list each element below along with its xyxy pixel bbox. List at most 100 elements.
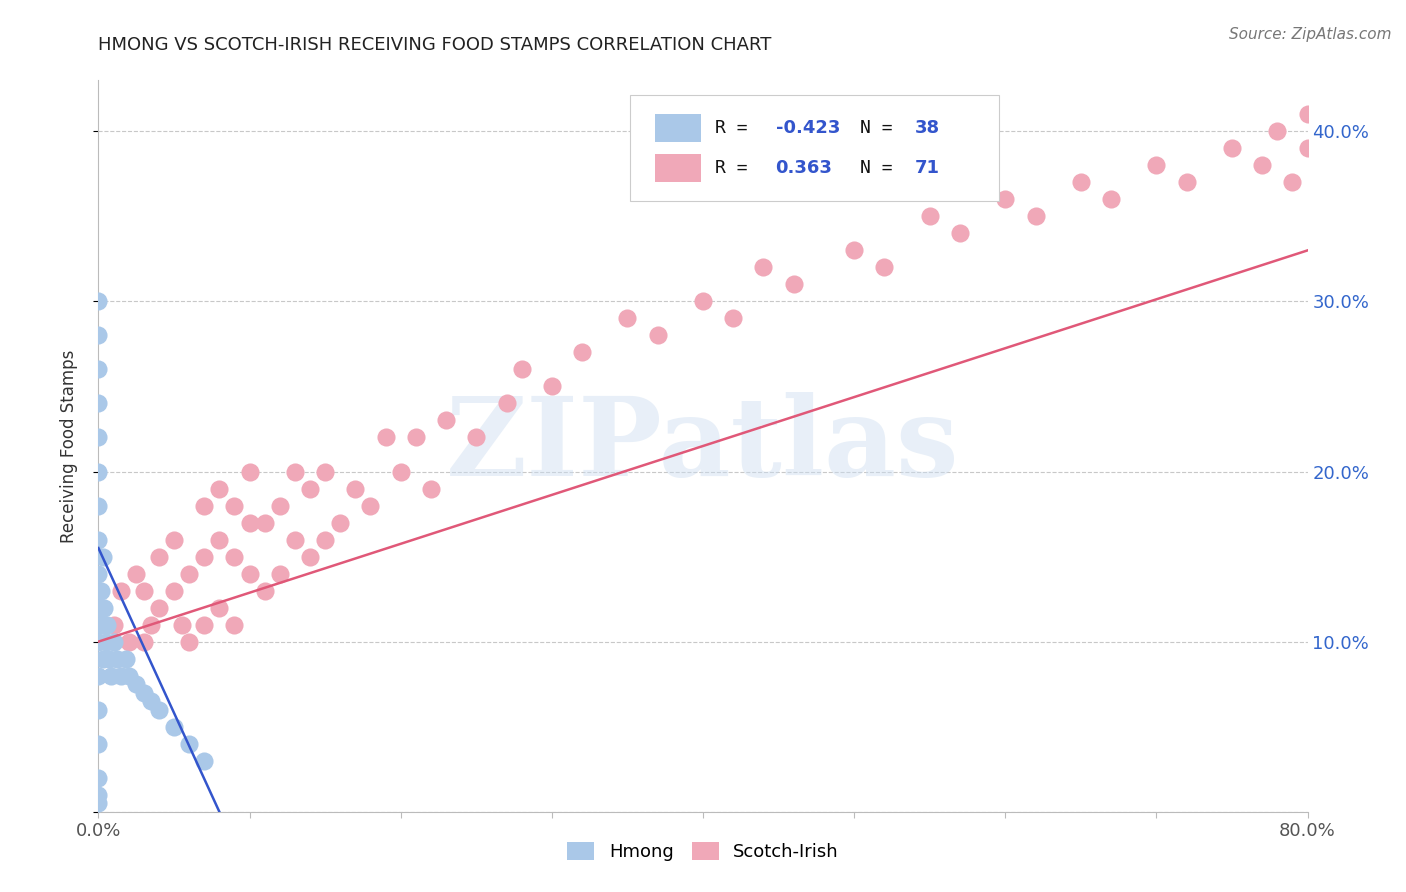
Point xyxy=(125,566,148,581)
Point xyxy=(110,583,132,598)
Point xyxy=(87,396,110,410)
Point xyxy=(299,549,322,564)
Point xyxy=(87,788,110,802)
Point xyxy=(148,549,170,564)
Point xyxy=(1024,210,1046,224)
Point xyxy=(103,617,125,632)
Point xyxy=(1296,141,1319,155)
Point xyxy=(269,566,291,581)
Point xyxy=(93,600,115,615)
Point xyxy=(87,499,110,513)
Point xyxy=(163,533,186,547)
Point xyxy=(284,533,307,547)
Point xyxy=(253,516,276,530)
Point xyxy=(87,771,110,785)
Point xyxy=(918,210,941,224)
Bar xyxy=(655,154,700,182)
Point xyxy=(571,345,593,359)
Point xyxy=(616,311,638,326)
Point xyxy=(949,227,972,241)
Point xyxy=(208,482,231,496)
Point xyxy=(148,703,170,717)
Point xyxy=(118,668,141,682)
Point xyxy=(329,516,352,530)
Point xyxy=(100,668,122,682)
Point xyxy=(844,244,866,258)
Text: -0.423: -0.423 xyxy=(776,119,839,136)
Point xyxy=(299,482,322,496)
Point xyxy=(87,328,110,343)
Point xyxy=(239,516,262,530)
Text: ZIPatlas: ZIPatlas xyxy=(446,392,960,500)
Point xyxy=(98,651,121,665)
Point xyxy=(269,499,291,513)
FancyBboxPatch shape xyxy=(630,95,1000,201)
Point xyxy=(224,499,246,513)
Point xyxy=(193,549,215,564)
Point xyxy=(1267,124,1289,138)
Point xyxy=(723,311,745,326)
Bar xyxy=(655,114,700,142)
Point xyxy=(103,634,125,648)
Point xyxy=(132,634,155,648)
Point xyxy=(495,396,517,410)
Point xyxy=(239,566,262,581)
Point xyxy=(420,482,443,496)
Point xyxy=(224,549,246,564)
Point xyxy=(540,379,562,393)
Text: N =: N = xyxy=(860,119,904,136)
Point xyxy=(105,651,128,665)
Point xyxy=(94,634,117,648)
Point xyxy=(1070,175,1092,189)
Point xyxy=(1220,141,1243,155)
Point xyxy=(148,600,170,615)
Point xyxy=(314,533,336,547)
Text: R =: R = xyxy=(716,119,759,136)
Point xyxy=(87,600,110,615)
Point xyxy=(87,796,110,810)
Point xyxy=(87,566,110,581)
Point xyxy=(110,668,132,682)
Point xyxy=(170,617,193,632)
Point xyxy=(208,600,231,615)
Point xyxy=(647,328,669,343)
Point xyxy=(87,430,110,444)
Text: 0.363: 0.363 xyxy=(776,159,832,177)
Point xyxy=(87,703,110,717)
Point xyxy=(692,294,714,309)
Point xyxy=(114,651,136,665)
Y-axis label: Receiving Food Stamps: Receiving Food Stamps xyxy=(59,350,77,542)
Point xyxy=(994,192,1017,206)
Point xyxy=(193,754,215,768)
Point xyxy=(96,617,118,632)
Text: N =: N = xyxy=(860,159,904,177)
Point xyxy=(91,651,114,665)
Point xyxy=(132,583,155,598)
Point xyxy=(118,634,141,648)
Text: 71: 71 xyxy=(915,159,939,177)
Point xyxy=(163,583,186,598)
Point xyxy=(132,686,155,700)
Point xyxy=(87,362,110,376)
Point xyxy=(87,634,110,648)
Legend: Hmong, Scotch-Irish: Hmong, Scotch-Irish xyxy=(560,835,846,869)
Point xyxy=(239,465,262,479)
Point xyxy=(193,499,215,513)
Point xyxy=(90,617,112,632)
Point xyxy=(179,566,201,581)
Point xyxy=(179,634,201,648)
Point xyxy=(465,430,488,444)
Point xyxy=(344,482,367,496)
Point xyxy=(1281,175,1303,189)
Point xyxy=(125,677,148,691)
Point xyxy=(1251,158,1274,172)
Point xyxy=(434,413,457,427)
Point xyxy=(783,277,806,292)
Point xyxy=(179,737,201,751)
Point xyxy=(87,533,110,547)
Text: 38: 38 xyxy=(915,119,939,136)
Point xyxy=(1296,107,1319,121)
Point xyxy=(87,465,110,479)
Point xyxy=(510,362,533,376)
Point xyxy=(224,617,246,632)
